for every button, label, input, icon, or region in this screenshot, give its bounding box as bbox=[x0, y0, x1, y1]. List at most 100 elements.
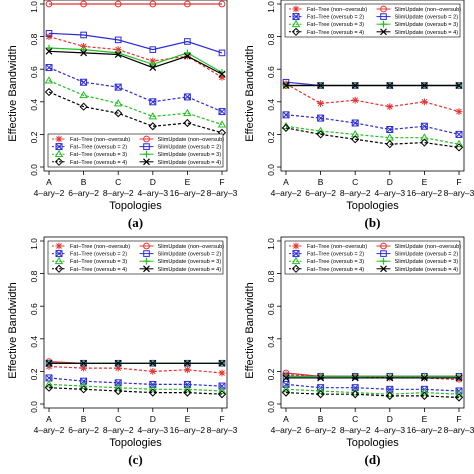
data-point bbox=[148, 122, 157, 131]
data-point bbox=[80, 377, 88, 385]
data-point bbox=[184, 366, 191, 374]
legend-marker bbox=[143, 143, 150, 150]
x-tick-sublabel: 16–ary–2 bbox=[170, 188, 206, 198]
data-point bbox=[148, 112, 158, 120]
legend-marker bbox=[380, 20, 387, 28]
x-tick-label: D bbox=[387, 414, 393, 424]
legend-label: Fat–Tree (oversub = 4) bbox=[70, 160, 127, 166]
data-point bbox=[183, 388, 192, 397]
data-point-cross bbox=[149, 98, 157, 106]
x-tick-sublabel: 8–ary–3 bbox=[444, 425, 474, 435]
data-point-cross bbox=[282, 111, 290, 119]
legend-label: Fat–Tree (oversub = 2) bbox=[70, 145, 127, 151]
legend-marker-cross bbox=[55, 250, 63, 257]
data-point bbox=[217, 390, 227, 399]
data-point bbox=[386, 126, 394, 134]
legend-label: Fat–Tree (non–oversub) bbox=[307, 244, 367, 250]
legend-marker bbox=[55, 242, 63, 250]
data-point bbox=[351, 374, 359, 382]
data-point bbox=[149, 64, 157, 71]
x-tick-label: B bbox=[318, 414, 324, 424]
legend-marker bbox=[143, 135, 150, 143]
data-point bbox=[455, 130, 463, 138]
legend-label: SlimUpdate (oversub = 3) bbox=[395, 259, 459, 265]
data-point bbox=[218, 108, 226, 116]
legend-marker bbox=[54, 149, 64, 158]
data-point-cross bbox=[114, 83, 122, 91]
y-tick-label: 0.0 bbox=[266, 401, 276, 413]
x-tick-label: A bbox=[283, 177, 289, 187]
data-point bbox=[385, 140, 394, 149]
data-point bbox=[114, 0, 122, 8]
data-point bbox=[454, 139, 464, 148]
series-line bbox=[285, 127, 460, 148]
y-tick-label: 0.2 bbox=[29, 368, 39, 380]
legend-label: SlimUpdate (oversub = 2) bbox=[395, 15, 459, 21]
data-point bbox=[45, 44, 53, 52]
data-series bbox=[45, 47, 226, 78]
y-tick-label: 1.0 bbox=[266, 238, 276, 250]
series-line bbox=[285, 388, 460, 395]
x-tick-sublabel: 4–ary–3 bbox=[374, 425, 405, 435]
data-point bbox=[351, 119, 359, 127]
y-tick-label: 0.8 bbox=[266, 270, 276, 282]
data-point bbox=[218, 359, 226, 367]
legend-label: Fat–Tree (non–oversub) bbox=[70, 244, 130, 250]
series-line bbox=[48, 47, 223, 74]
x-tick-label: C bbox=[115, 177, 121, 187]
data-point bbox=[420, 138, 429, 147]
x-tick-sublabel: 16–ary–2 bbox=[407, 425, 443, 435]
data-point-cross bbox=[317, 100, 324, 107]
x-tick-sublabel: 8–ary–3 bbox=[207, 425, 238, 435]
data-point-box bbox=[420, 122, 428, 130]
y-tick-label: 0.6 bbox=[29, 66, 39, 78]
legend-marker-box bbox=[292, 250, 300, 258]
data-point-cross bbox=[184, 93, 191, 101]
legend-label: SlimUpdate (oversub = 3) bbox=[395, 22, 459, 28]
x-tick-label: A bbox=[46, 177, 52, 187]
data-series bbox=[282, 380, 463, 395]
data-point bbox=[217, 386, 227, 394]
data-point-cross bbox=[282, 381, 290, 388]
data-point bbox=[44, 76, 54, 84]
data-point bbox=[79, 385, 88, 394]
data-point-box bbox=[183, 380, 191, 388]
chart-panel: 0.00.20.40.60.81.0A4–ary–2B6–ary–2C8–ary… bbox=[7, 0, 238, 230]
y-tick-label: 0.2 bbox=[29, 131, 39, 143]
legend-marker bbox=[292, 242, 300, 250]
x-tick-label: B bbox=[318, 177, 324, 187]
data-point-box bbox=[282, 380, 290, 388]
data-point bbox=[80, 49, 88, 57]
legend-marker bbox=[380, 257, 387, 265]
x-tick-sublabel: 6–ary–2 bbox=[305, 188, 336, 198]
y-axis-title: Effective Bandwidth bbox=[244, 282, 256, 378]
y-tick-label: 0.6 bbox=[266, 66, 276, 78]
legend-label: Fat–Tree (non–oversub) bbox=[307, 7, 367, 13]
series-line bbox=[285, 392, 460, 399]
data-point-cross bbox=[352, 97, 359, 104]
y-tick-label: 1.0 bbox=[266, 1, 276, 13]
legend-marker bbox=[380, 5, 387, 13]
data-point bbox=[454, 393, 464, 402]
panel-caption: (d) bbox=[365, 452, 381, 467]
data-point bbox=[351, 82, 359, 89]
data-point bbox=[183, 384, 192, 393]
data-series bbox=[44, 76, 227, 128]
data-point bbox=[420, 391, 429, 400]
data-point bbox=[281, 123, 291, 132]
x-tick-label: D bbox=[150, 177, 156, 187]
data-point-box bbox=[45, 64, 53, 72]
legend-marker bbox=[380, 13, 387, 20]
y-axis-title: Effective Bandwidth bbox=[7, 45, 19, 141]
legend-marker bbox=[291, 27, 301, 36]
data-point bbox=[351, 390, 360, 399]
legend-marker-cross bbox=[55, 143, 63, 150]
data-point bbox=[114, 379, 122, 387]
legend-marker-cross bbox=[56, 243, 62, 249]
series-line bbox=[48, 67, 223, 113]
x-tick-label: F bbox=[219, 177, 224, 187]
data-series bbox=[44, 380, 227, 394]
data-point-box bbox=[183, 93, 191, 101]
data-point bbox=[317, 82, 325, 89]
legend-marker bbox=[54, 264, 64, 273]
